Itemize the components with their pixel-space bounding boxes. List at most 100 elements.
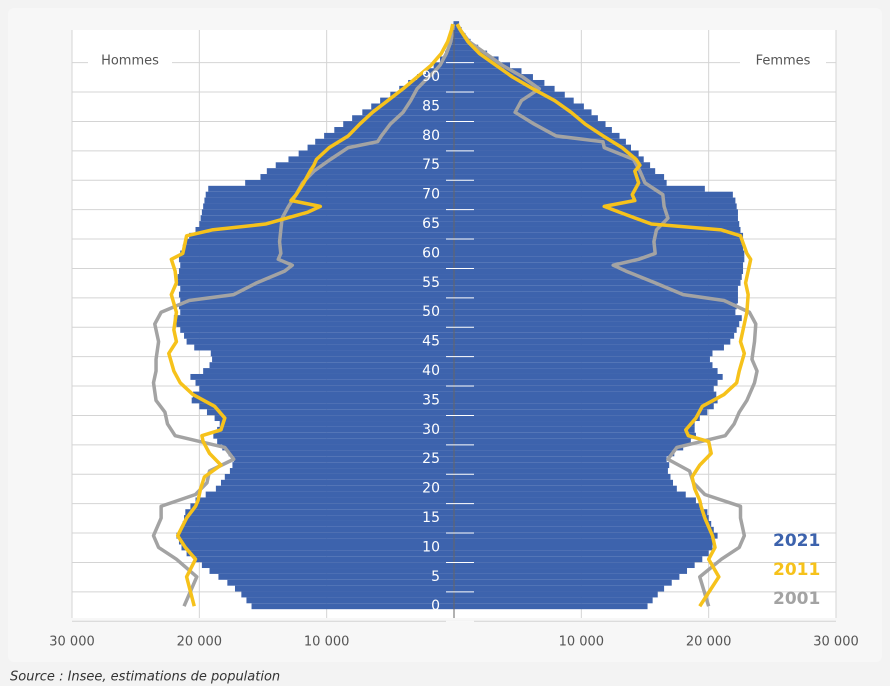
bar-men bbox=[371, 103, 454, 110]
bar-women bbox=[454, 97, 574, 104]
bar-men bbox=[307, 144, 454, 151]
bar-women bbox=[454, 38, 471, 45]
bar-women bbox=[454, 179, 667, 186]
y-tick-label: 65 bbox=[422, 216, 440, 232]
bar-men bbox=[229, 468, 454, 474]
bar-men bbox=[417, 74, 454, 80]
bar-women bbox=[454, 485, 677, 492]
bar-men bbox=[192, 391, 454, 398]
legend-entry: 2011 bbox=[773, 560, 820, 580]
bar-men bbox=[213, 432, 454, 439]
bar-men bbox=[445, 50, 454, 57]
bar-men bbox=[218, 573, 454, 580]
y-tick-label: 95 bbox=[422, 40, 440, 56]
bar-men bbox=[352, 115, 454, 122]
bar-women bbox=[454, 403, 714, 410]
bar-women bbox=[454, 285, 738, 292]
bar-women bbox=[454, 526, 714, 533]
bar-men bbox=[425, 68, 454, 75]
bar-men bbox=[212, 356, 454, 363]
line-women bbox=[455, 23, 753, 608]
bar-men bbox=[180, 250, 454, 257]
bar-women bbox=[454, 56, 499, 63]
bar-women bbox=[454, 538, 716, 545]
bar-men bbox=[362, 109, 454, 116]
bar-men bbox=[217, 426, 454, 433]
bar-women bbox=[454, 415, 700, 422]
bar-men bbox=[315, 138, 454, 145]
bar-men bbox=[180, 285, 454, 292]
bar-women bbox=[454, 491, 686, 498]
bar-women bbox=[454, 479, 674, 486]
bar-men bbox=[199, 385, 454, 392]
bar-women bbox=[454, 321, 740, 327]
bar-women bbox=[454, 274, 742, 280]
bar-women bbox=[454, 473, 671, 480]
y-tick-label: 85 bbox=[422, 98, 440, 114]
y-tick-label: 55 bbox=[422, 275, 440, 291]
bar-women bbox=[454, 174, 665, 180]
bar-men bbox=[266, 168, 454, 175]
bar-women bbox=[454, 503, 703, 510]
bar-women bbox=[454, 568, 688, 574]
bar-women bbox=[454, 68, 522, 75]
bar-men bbox=[194, 556, 455, 563]
bar-women bbox=[454, 362, 713, 369]
bar-men bbox=[178, 291, 454, 298]
x-tick-label: 30 000 bbox=[49, 635, 95, 650]
bar-men bbox=[177, 274, 455, 280]
bar-women bbox=[454, 450, 675, 457]
bar-men bbox=[180, 326, 454, 333]
bar-women bbox=[454, 426, 695, 433]
bar-men bbox=[203, 368, 454, 374]
label-bg bbox=[740, 50, 826, 70]
bar-men bbox=[178, 538, 454, 545]
bar-women bbox=[454, 268, 744, 275]
bar-men bbox=[209, 362, 454, 369]
bar-men bbox=[181, 544, 455, 551]
bar-women bbox=[454, 138, 626, 145]
bar-women bbox=[454, 203, 737, 210]
bar-women bbox=[454, 74, 533, 80]
bar-women bbox=[454, 244, 744, 251]
bar-men bbox=[245, 179, 454, 186]
bar-men bbox=[215, 485, 454, 492]
bar-women bbox=[454, 421, 695, 427]
y-tick-label: 25 bbox=[422, 451, 440, 467]
y-tick-label: 60 bbox=[422, 245, 440, 261]
side-label: Hommes bbox=[101, 54, 159, 69]
bar-men bbox=[182, 520, 454, 527]
bar-men bbox=[224, 473, 454, 480]
y-tick-label: 35 bbox=[422, 392, 440, 408]
bar-women bbox=[454, 438, 691, 445]
bar-men bbox=[190, 373, 455, 380]
bar-women bbox=[454, 221, 740, 227]
bar-women bbox=[454, 121, 606, 128]
y-tick-label: 0 bbox=[431, 598, 440, 614]
bar-women bbox=[454, 150, 639, 157]
bar-women bbox=[454, 603, 648, 610]
y-tick-label: 5 bbox=[431, 569, 440, 585]
bar-women bbox=[454, 21, 460, 28]
bar-women bbox=[454, 191, 733, 198]
bar-men bbox=[260, 174, 454, 180]
bar-women bbox=[454, 297, 738, 304]
bar-women bbox=[454, 532, 718, 539]
bar-men bbox=[201, 209, 454, 216]
bar-women bbox=[454, 326, 737, 333]
bar-men bbox=[220, 479, 454, 486]
line-men bbox=[167, 23, 455, 607]
bar-women bbox=[454, 215, 738, 222]
bar-women bbox=[454, 332, 735, 339]
bar-men bbox=[251, 603, 454, 610]
bar-men bbox=[246, 597, 454, 604]
x-tick-label: 10 000 bbox=[559, 635, 605, 650]
bar-men bbox=[184, 515, 454, 521]
bar-women bbox=[454, 409, 708, 416]
y-tick-label: 75 bbox=[422, 157, 440, 173]
bar-women bbox=[454, 391, 717, 398]
bar-men bbox=[194, 344, 455, 351]
bar-men bbox=[208, 185, 454, 192]
bar-men bbox=[199, 221, 454, 227]
bar-women bbox=[454, 497, 696, 504]
